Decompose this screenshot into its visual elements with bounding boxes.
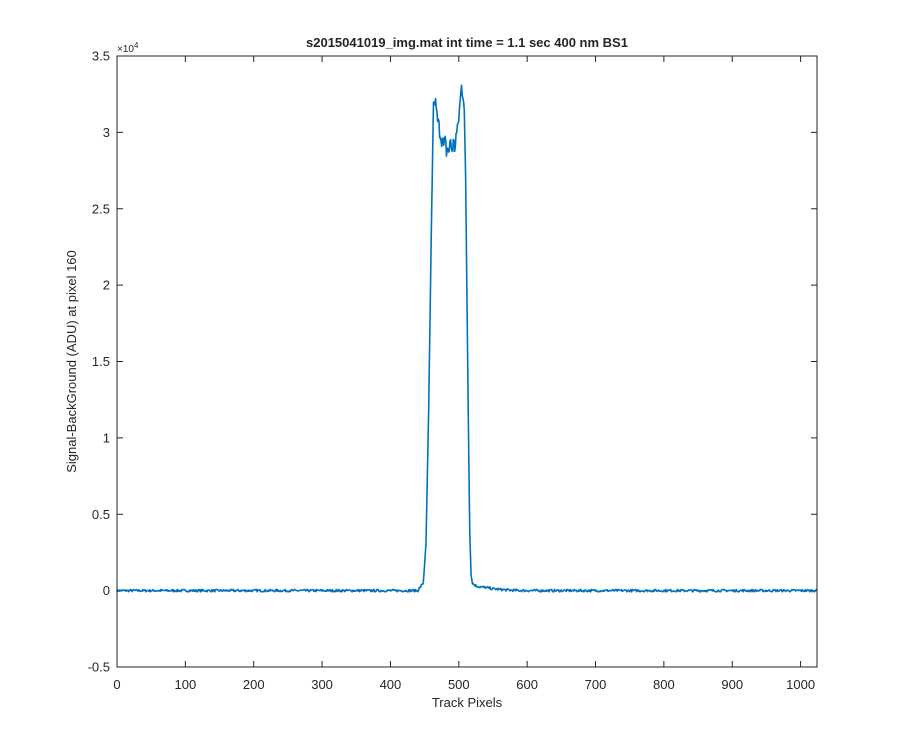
chart-title: s2015041019_img.mat int time = 1.1 sec 4… bbox=[306, 35, 628, 50]
y-axis-exponent: ×104 bbox=[117, 41, 139, 55]
x-axis-ticks: 0 100 200 300 400 500 600 700 800 900 1000 bbox=[113, 56, 815, 692]
x-tick-label: 200 bbox=[243, 677, 265, 692]
x-axis-label: Track Pixels bbox=[432, 695, 503, 710]
y-tick-label: 2.5 bbox=[92, 201, 110, 216]
y-tick-label: 3 bbox=[103, 125, 110, 140]
y-axis-exponent-base: ×10 bbox=[117, 44, 134, 55]
x-tick-label: 800 bbox=[653, 677, 675, 692]
x-tick-label: 300 bbox=[311, 677, 333, 692]
y-axis-ticks: -0.5 0 0.5 1 1.5 2 2.5 3 3.5 bbox=[88, 49, 817, 675]
x-tick-label: 400 bbox=[380, 677, 402, 692]
y-tick-label: -0.5 bbox=[88, 660, 110, 675]
y-tick-label: 0 bbox=[103, 583, 110, 598]
y-tick-label: 1.5 bbox=[92, 354, 110, 369]
axes-box bbox=[116, 55, 818, 668]
x-tick-label: 500 bbox=[448, 677, 470, 692]
y-tick-label: 0.5 bbox=[92, 507, 110, 522]
y-tick-label: 2 bbox=[103, 278, 110, 293]
signal-series-line bbox=[116, 84, 818, 593]
y-tick-label: 3.5 bbox=[92, 49, 110, 64]
x-tick-label: 700 bbox=[585, 677, 607, 692]
y-axis-exponent-power: 4 bbox=[134, 41, 139, 50]
x-tick-label: 900 bbox=[721, 677, 743, 692]
x-tick-label: 0 bbox=[113, 677, 120, 692]
y-axis-label: Signal-BackGround (ADU) at pixel 160 bbox=[64, 250, 79, 473]
x-tick-label: 1000 bbox=[786, 677, 815, 692]
x-tick-label: 600 bbox=[516, 677, 538, 692]
y-tick-label: 1 bbox=[103, 430, 110, 445]
x-tick-label: 100 bbox=[175, 677, 197, 692]
